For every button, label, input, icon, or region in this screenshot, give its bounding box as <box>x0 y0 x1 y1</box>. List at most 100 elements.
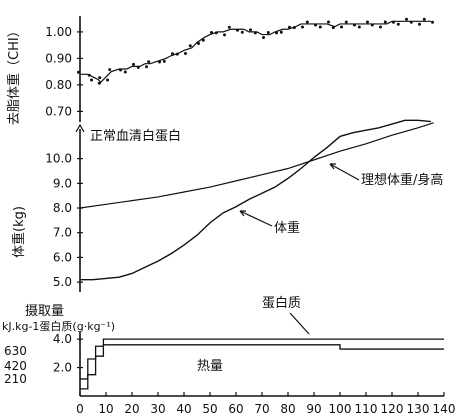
bottom-x-tick-label: 130 <box>407 402 430 416</box>
ideal-weight-series-line <box>79 122 434 209</box>
fat-free-mass-point <box>214 31 218 35</box>
middle-y-tick-label: 7.0 <box>53 226 72 240</box>
fat-free-mass-point <box>292 26 296 30</box>
fat-free-mass-point <box>357 25 361 29</box>
bottom-x-tick-label: 60 <box>228 402 243 416</box>
fat-free-mass-point <box>223 33 226 37</box>
fat-free-mass-point <box>158 60 161 64</box>
middle-y-axis-label: 体重(kg) <box>11 206 27 258</box>
middle-y-tick-label: 10.0 <box>45 152 72 166</box>
ideal-weight-height-annotation: 理想体重/身高 <box>361 172 443 188</box>
fat-free-mass-panel: 1.00 0.90 0.80 0.70 <box>45 16 434 122</box>
fat-free-mass-point <box>422 17 426 21</box>
fat-free-mass-point <box>97 81 101 85</box>
intake-label: 摄取量 <box>25 304 64 319</box>
fat-free-mass-point <box>383 20 387 24</box>
fat-free-mass-point <box>253 31 257 35</box>
bottom-y-tick-label: 4.0 <box>53 332 72 346</box>
fat-free-mass-point <box>249 28 252 32</box>
fat-free-mass-trend <box>80 20 431 84</box>
units-label: kJ.kg-1蛋白质(g·kg⁻¹) <box>2 319 115 333</box>
fat-free-mass-point <box>188 44 192 48</box>
bottom-x-tick-label: 0 <box>76 402 84 416</box>
fat-free-mass-point <box>90 78 93 82</box>
fat-free-mass-point <box>147 60 151 64</box>
fat-free-mass-point <box>331 26 335 30</box>
fat-free-mass-point <box>123 70 127 74</box>
fat-free-mass-point <box>77 70 80 74</box>
weight-series-line <box>80 119 432 281</box>
bottom-x-tick-label: 70 <box>254 402 269 416</box>
fat-free-mass-point <box>162 59 166 63</box>
protein-pointer-line <box>289 312 310 335</box>
fat-free-mass-point <box>201 38 205 42</box>
bottom-x-tick-label: 110 <box>355 402 378 416</box>
fat-free-mass-point <box>396 22 400 26</box>
protein-series-line <box>80 338 444 380</box>
fat-free-mass-point <box>184 51 187 55</box>
bottom-x-tick-label: 20 <box>124 402 139 416</box>
fat-free-mass-point <box>431 20 434 24</box>
fat-free-mass-point <box>240 30 244 34</box>
middle-y-tick-label: 5.0 <box>53 275 72 289</box>
fat-free-mass-point <box>262 36 265 40</box>
bottom-left-tick-label: 630 <box>4 344 27 358</box>
fat-free-mass-point <box>392 20 395 24</box>
calories-annotation: 热量 <box>197 359 223 374</box>
bottom-left-tick-label: 420 <box>4 359 27 373</box>
top-y-tick-label: 0.80 <box>45 78 72 92</box>
fat-free-mass-point <box>318 25 322 29</box>
bottom-y-tick-label: 2.0 <box>53 361 72 375</box>
fat-free-mass-point <box>108 68 112 72</box>
normal-serum-albumin-label: 正常血清白蛋白 <box>90 128 181 144</box>
calories-series-line <box>80 344 444 390</box>
bottom-x-tick-label: 50 <box>202 402 217 416</box>
bottom-x-tick-label: 120 <box>381 402 404 416</box>
weight-annotation: 体重 <box>274 220 300 236</box>
middle-y-axis-arrow <box>75 123 85 133</box>
bottom-x-tick-label: 30 <box>150 402 165 416</box>
fat-free-mass-point <box>175 52 179 56</box>
fat-free-mass-point <box>132 62 135 66</box>
fat-free-mass-point <box>327 20 330 24</box>
middle-y-tick-label: 9.0 <box>53 176 72 190</box>
top-y-axis-label: 去脂体重（CHI） <box>6 24 22 125</box>
fat-free-mass-point <box>145 65 148 69</box>
bottom-x-tick-label: 80 <box>280 402 295 416</box>
ideal-weight-pointer-arrow <box>329 163 360 181</box>
fat-free-mass-point <box>227 25 231 29</box>
fat-free-mass-point <box>136 65 140 69</box>
top-y-tick-label: 0.90 <box>45 51 72 65</box>
fat-free-mass-point <box>344 20 348 24</box>
fat-free-mass-point <box>340 25 343 29</box>
weight-panel: 10.0 9.0 8.0 7.0 6.0 5.0 <box>45 119 434 292</box>
weight-pointer-arrow <box>239 210 273 227</box>
fat-free-mass-point <box>405 17 408 21</box>
fat-free-mass-point <box>314 23 317 27</box>
fat-free-mass-point <box>87 73 91 77</box>
bottom-x-tick-label: 40 <box>176 402 191 416</box>
middle-y-tick-label: 6.0 <box>53 250 72 264</box>
bottom-x-tick-label: 140 <box>433 402 456 416</box>
fat-free-mass-point <box>353 23 356 27</box>
fat-free-mass-point <box>119 68 122 72</box>
fat-free-mass-point <box>370 23 374 27</box>
fat-free-mass-point <box>379 25 382 29</box>
fat-free-mass-point <box>266 31 270 35</box>
bottom-x-tick-label: 90 <box>306 402 321 416</box>
fat-free-mass-point <box>210 31 213 35</box>
fat-free-mass-point <box>279 30 283 34</box>
fat-free-mass-point <box>301 25 304 29</box>
bottom-x-tick-label: 10 <box>98 402 113 416</box>
bottom-x-tick-label: 100 <box>329 402 352 416</box>
fat-free-mass-point <box>275 31 278 35</box>
fat-free-mass-point <box>98 76 102 80</box>
fat-free-mass-point <box>106 78 109 82</box>
fat-free-mass-point <box>418 22 421 26</box>
top-y-tick-label: 1.00 <box>45 25 72 39</box>
bottom-left-tick-label: 210 <box>4 372 27 386</box>
fat-free-mass-point <box>197 42 200 45</box>
